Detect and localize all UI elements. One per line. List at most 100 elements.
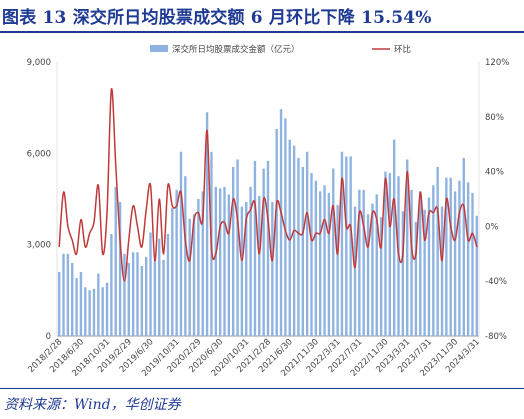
bar <box>66 253 70 336</box>
bar <box>197 199 200 336</box>
bar <box>214 186 217 336</box>
bar <box>97 273 100 336</box>
bar <box>314 180 318 336</box>
bar <box>123 253 126 336</box>
bar <box>71 262 74 336</box>
bar <box>423 209 426 336</box>
bar <box>232 167 235 336</box>
bar <box>362 189 365 336</box>
bar <box>271 202 274 336</box>
bar <box>131 252 135 336</box>
bar <box>192 214 196 336</box>
bar <box>353 206 357 336</box>
bar <box>166 234 170 336</box>
bar <box>140 265 144 336</box>
right-axis-tick-label: 120% <box>485 58 509 68</box>
bar <box>57 272 61 336</box>
bar <box>118 202 122 336</box>
bar <box>475 215 479 336</box>
bar <box>110 234 113 336</box>
bar-series <box>57 109 479 336</box>
bar <box>84 287 87 336</box>
bar <box>79 272 83 336</box>
bar <box>305 151 309 336</box>
left-axis-tick-label: 0 <box>46 332 51 342</box>
bar <box>401 211 405 336</box>
bar <box>323 185 326 336</box>
right-axis-tick-label: 0% <box>485 222 499 232</box>
bar <box>392 139 396 336</box>
bar <box>227 194 231 336</box>
bar <box>162 259 165 336</box>
bar <box>445 177 448 336</box>
x-axis-labels: 2018/2/282018/6/302018/10/312019/2/29201… <box>26 337 482 379</box>
bar <box>358 189 361 336</box>
bar <box>332 168 335 336</box>
bar <box>275 128 278 336</box>
bar <box>245 202 248 336</box>
chart-legend: 深交所日均股票成交金额（亿元） 环比 <box>150 44 411 55</box>
bar <box>427 197 431 336</box>
legend-label-line: 环比 <box>394 44 411 55</box>
bar <box>171 208 174 336</box>
left-axis-tick-label: 9,000 <box>27 58 51 68</box>
line-path <box>58 88 478 282</box>
bar <box>471 192 474 336</box>
bar <box>179 151 183 336</box>
legend-label-bar: 深交所日均股票成交金额（亿元） <box>172 44 300 55</box>
bar <box>466 182 470 336</box>
right-axis-tick-label: 80% <box>485 113 504 123</box>
bar <box>249 186 252 336</box>
bar <box>379 217 383 336</box>
bar <box>375 194 378 336</box>
bar <box>258 195 261 336</box>
bar <box>75 278 78 336</box>
bar <box>158 238 161 336</box>
title-divider <box>0 31 524 33</box>
bar <box>184 176 187 336</box>
bar <box>340 151 344 336</box>
chart-axes: 0 3,000 6,000 9,000 -80% -40% 0% 40% 80% 120% <box>27 58 510 342</box>
bar <box>188 218 191 336</box>
bar <box>127 262 130 336</box>
bar <box>114 186 117 336</box>
bar <box>62 253 65 336</box>
bar <box>253 160 257 336</box>
line-series <box>58 88 478 282</box>
bar <box>345 156 348 336</box>
bar <box>284 118 287 336</box>
bar <box>101 287 104 336</box>
right-axis-tick-label: -40% <box>485 277 507 287</box>
bar <box>319 191 322 336</box>
bar <box>279 109 283 336</box>
bar <box>453 191 457 336</box>
bar <box>175 189 178 336</box>
bar <box>310 173 313 336</box>
bar <box>458 180 461 336</box>
bar <box>262 168 265 336</box>
bar <box>236 159 239 336</box>
bar <box>384 171 387 336</box>
footer-divider <box>0 388 524 389</box>
page-title: 图表 13 深交所日均股票成交额 6 月环比下降 15.54% <box>2 8 432 28</box>
bar <box>336 205 339 336</box>
bar <box>371 203 374 336</box>
bar <box>406 159 409 336</box>
bar <box>88 290 91 336</box>
chart-svg: 深交所日均股票成交金额（亿元） 环比 0 3,000 6,000 9,000 -80% -… <box>26 44 510 379</box>
bar <box>419 191 422 336</box>
bar <box>301 167 304 336</box>
bar <box>144 256 148 336</box>
bar <box>92 288 96 336</box>
bar <box>388 173 392 336</box>
bar <box>218 188 222 336</box>
title-bar: 图表 13 深交所日均股票成交额 6 月环比下降 15.54% <box>0 0 524 30</box>
bar <box>414 221 418 336</box>
right-axis-tick-label: 40% <box>485 168 504 178</box>
left-axis-tick-label: 6,000 <box>27 149 51 159</box>
bar <box>292 145 296 336</box>
bar <box>223 186 226 336</box>
bar <box>410 189 413 336</box>
bar <box>201 191 204 336</box>
bar <box>349 156 352 336</box>
